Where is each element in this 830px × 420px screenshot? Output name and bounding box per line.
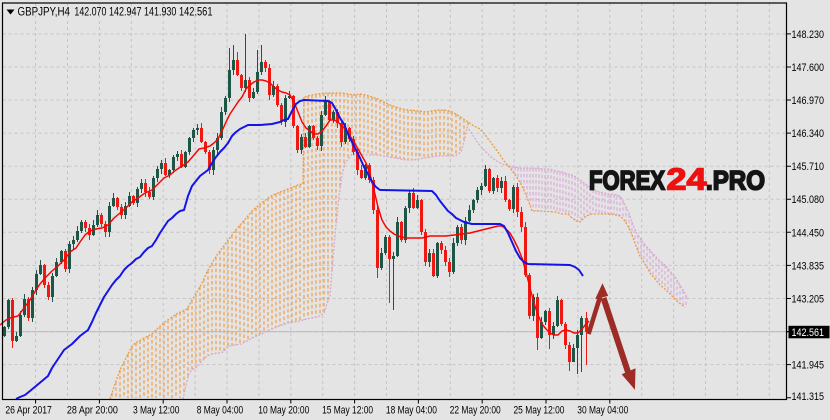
- svg-text:.PRO: .PRO: [706, 166, 765, 196]
- svg-text:22 May 20:00: 22 May 20:00: [450, 405, 501, 417]
- svg-text:FOREX: FOREX: [589, 166, 665, 196]
- svg-text:147.600: 147.600: [792, 62, 825, 74]
- svg-text:141.945: 141.945: [792, 360, 825, 372]
- svg-text:142.070: 142.070: [74, 7, 106, 19]
- svg-text:143.205: 143.205: [792, 294, 825, 306]
- svg-text:24: 24: [667, 162, 708, 197]
- svg-text:143.835: 143.835: [792, 260, 825, 272]
- svg-text:26 Apr 2017: 26 Apr 2017: [5, 405, 52, 417]
- svg-text:146.340: 146.340: [792, 128, 825, 140]
- svg-text:148.230: 148.230: [792, 29, 825, 41]
- svg-text:28 Apr 20:00: 28 Apr 20:00: [67, 405, 118, 417]
- svg-text:145.710: 145.710: [792, 161, 825, 173]
- svg-text:15 May 12:00: 15 May 12:00: [322, 405, 373, 417]
- svg-text:141.930: 141.930: [144, 7, 176, 19]
- svg-text:144.450: 144.450: [792, 227, 825, 239]
- svg-text:8 May 04:00: 8 May 04:00: [197, 405, 244, 417]
- svg-text:GBPJPY,H4: GBPJPY,H4: [18, 7, 71, 19]
- svg-text:142.561: 142.561: [179, 7, 213, 19]
- svg-text:18 May 04:00: 18 May 04:00: [386, 405, 437, 417]
- svg-text:142.947: 142.947: [109, 7, 142, 19]
- svg-text:3 May 12:00: 3 May 12:00: [133, 405, 180, 417]
- svg-text:10 May 20:00: 10 May 20:00: [258, 405, 309, 417]
- svg-text:30 May 04:00: 30 May 04:00: [577, 405, 628, 417]
- svg-text:141.315: 141.315: [792, 391, 825, 403]
- svg-text:25 May 12:00: 25 May 12:00: [514, 405, 565, 417]
- svg-text:145.080: 145.080: [792, 194, 825, 206]
- svg-text:142.561: 142.561: [792, 327, 825, 339]
- svg-text:146.970: 146.970: [792, 95, 825, 107]
